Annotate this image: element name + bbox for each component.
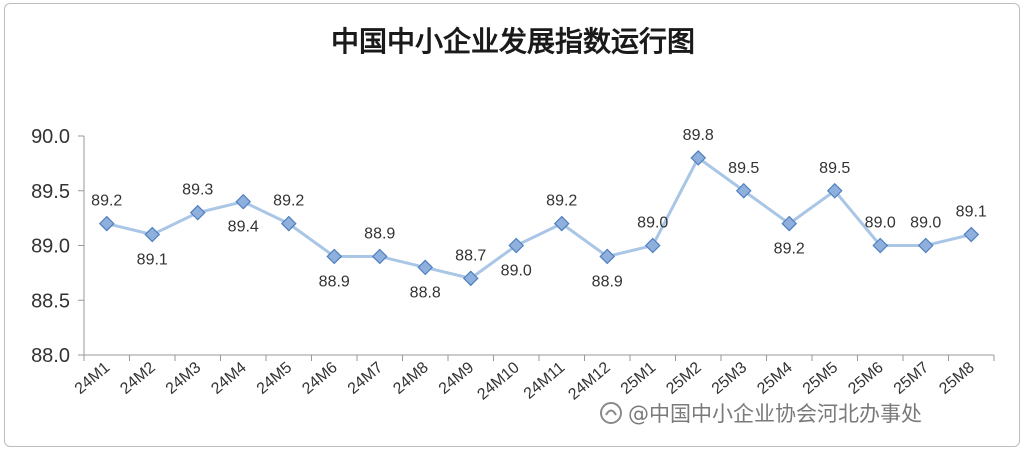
data-label: 89.1 (137, 252, 168, 269)
x-tick-label: 24M9 (436, 359, 478, 398)
x-tick-label: 24M6 (299, 359, 341, 398)
x-tick-label: 24M7 (345, 359, 387, 398)
data-point-marker (735, 182, 752, 199)
data-label: 89.1 (956, 204, 987, 221)
data-point-marker (963, 226, 980, 243)
data-label: 88.8 (410, 284, 441, 301)
data-markers (98, 150, 980, 287)
x-tick-label: 25M4 (754, 359, 796, 398)
data-label: 89.3 (182, 182, 213, 199)
data-point-marker (553, 215, 570, 232)
data-point-marker (826, 182, 843, 199)
data-label: 89.5 (728, 160, 759, 177)
data-point-marker (98, 215, 115, 232)
x-tick-label: 25M3 (709, 359, 751, 398)
data-label: 89.2 (273, 193, 304, 210)
data-label: 89.4 (228, 219, 259, 236)
x-tick-label: 24M5 (254, 359, 296, 398)
x-tick-label: 24M11 (521, 359, 569, 403)
data-label: 89.0 (637, 215, 668, 232)
data-point-marker (599, 248, 616, 265)
y-tick-label: 88.0 (31, 345, 70, 367)
data-label: 88.9 (364, 225, 395, 242)
data-point-marker (917, 237, 934, 254)
data-point-marker (417, 259, 434, 276)
data-point-marker (280, 215, 297, 232)
data-label: 89.0 (865, 215, 896, 232)
data-label: 88.9 (319, 273, 350, 290)
data-point-marker (235, 193, 252, 210)
y-tick-label: 88.5 (31, 290, 70, 312)
x-tick-label: 25M6 (845, 359, 887, 398)
data-point-marker (189, 204, 206, 221)
data-label: 88.7 (455, 247, 486, 264)
data-point-marker (644, 237, 661, 254)
data-point-marker (690, 150, 707, 166)
y-tick-label: 89.5 (31, 181, 70, 203)
data-label: 89.5 (819, 160, 850, 177)
data-point-marker (508, 237, 525, 254)
x-tick-label: 24M3 (163, 359, 205, 398)
x-tick-label: 25M7 (891, 359, 933, 398)
y-tick-label: 89.0 (31, 236, 70, 258)
x-tick-label: 24M12 (565, 359, 613, 404)
watermark-text: @中国中小企业协会河北办事处 (628, 402, 922, 426)
x-tick-label: 24M10 (474, 359, 522, 404)
data-point-marker (371, 248, 388, 265)
chart-title: 中国中小企业发展指数运行图 (331, 25, 695, 58)
x-tick-label: 24M4 (208, 359, 250, 398)
axes (78, 135, 995, 361)
data-point-marker (781, 215, 798, 232)
data-label: 89.2 (774, 241, 805, 258)
data-labels: 89.2 89.1 89.3 89.4 89.2 88.9 88.9 88.8 88.7 89.0… (91, 127, 987, 302)
data-point-marker (326, 248, 343, 265)
x-tick-label: 25M2 (663, 359, 705, 398)
y-tick-labels: 88.0 88.5 89.0 89.5 90.0 (31, 126, 70, 367)
x-tick-label: 25M5 (800, 359, 842, 398)
data-point-marker (462, 270, 479, 287)
x-tick-label: 25M8 (936, 359, 978, 398)
data-point-marker (872, 237, 889, 254)
series-line (106, 155, 972, 280)
x-tick-label: 24M1 (72, 359, 114, 398)
x-tick-labels: 24M1 24M2 24M3 24M4 24M5 24M6 24M7 24M8 24M924M1… (72, 359, 978, 404)
data-label: 89.2 (91, 193, 122, 210)
data-label: 88.9 (592, 273, 623, 290)
data-point-marker (144, 226, 161, 243)
x-tick-label: 24M8 (390, 359, 432, 398)
data-label: 89.8 (683, 127, 714, 144)
y-tick-label: 90.0 (31, 126, 70, 148)
x-tick-label: 25M1 (618, 359, 660, 398)
toutiao-logo-icon (600, 402, 622, 424)
x-tick-label: 24M2 (117, 359, 159, 398)
watermark: @中国中小企业协会河北办事处 (600, 402, 922, 426)
data-label: 89.2 (546, 193, 577, 210)
data-label: 89.0 (501, 263, 532, 280)
data-label: 89.0 (910, 215, 941, 232)
